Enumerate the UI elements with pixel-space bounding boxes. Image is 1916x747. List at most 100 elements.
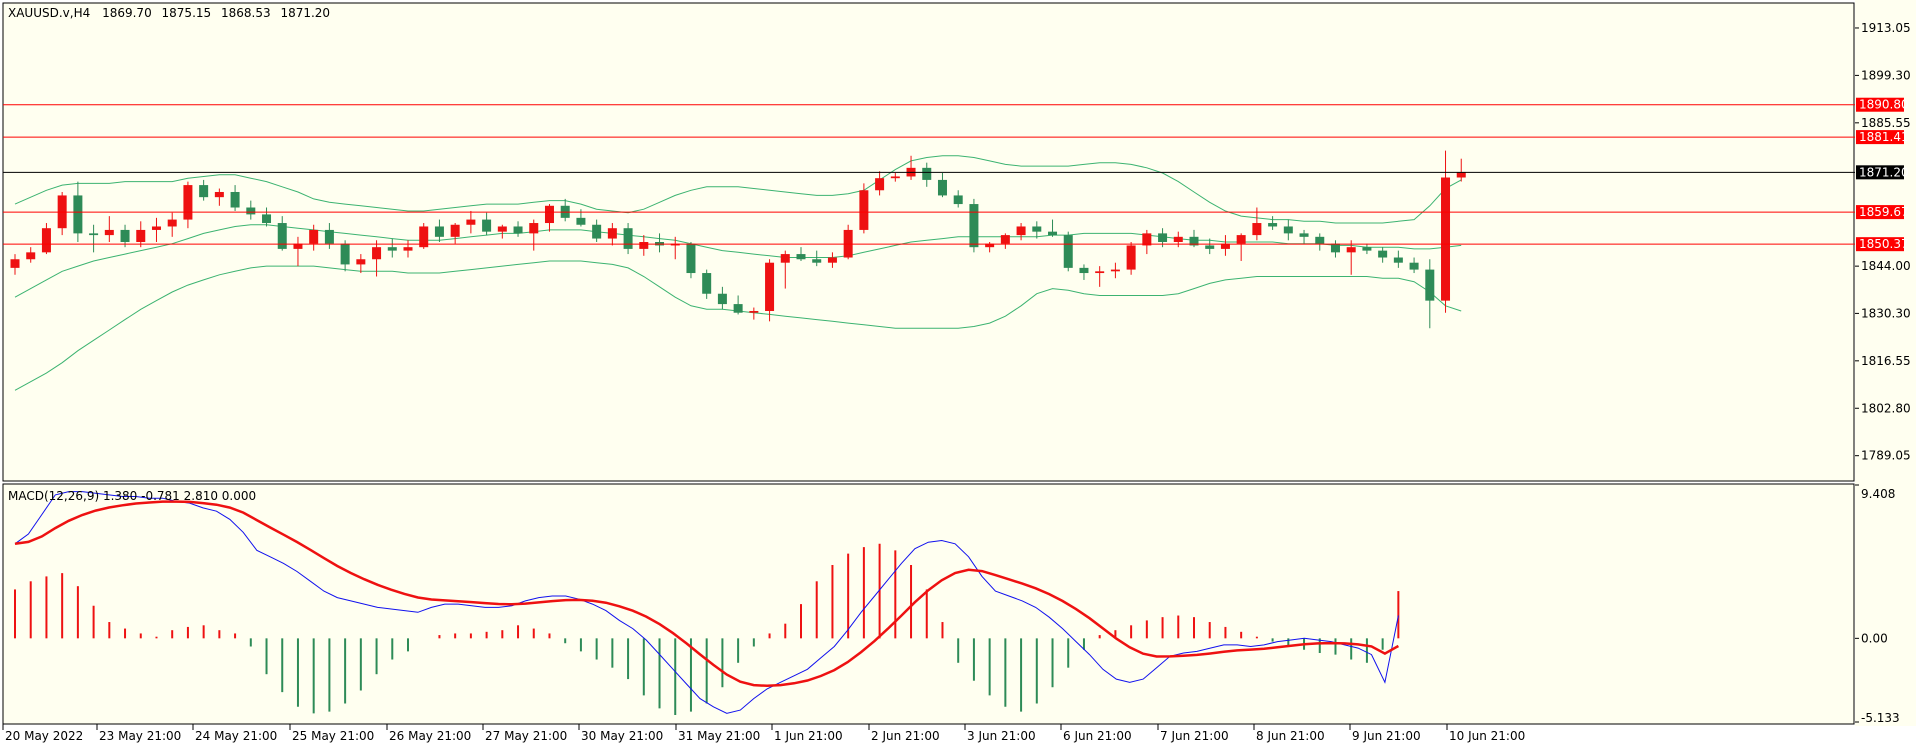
candle (1063, 231, 1073, 272)
candle (41, 223, 51, 255)
candle (969, 198, 979, 253)
candle (686, 242, 696, 279)
candle-body (324, 229, 334, 244)
price-tick-label: 1802.80 (1861, 401, 1911, 415)
time-tick-label: 27 May 21:00 (485, 729, 567, 743)
candle-body (749, 310, 759, 313)
candle (1330, 240, 1340, 258)
candle-body (497, 226, 507, 232)
candle-body (592, 224, 602, 239)
level-label: 1881.41 (1859, 130, 1909, 144)
candle (765, 259, 775, 322)
candle-body (812, 259, 822, 263)
candle (1205, 238, 1215, 255)
candle-body (10, 259, 20, 268)
macd-axis-ticks: 9.408 0.00 -5.133 (1855, 484, 1900, 725)
candle (1456, 158, 1466, 182)
price-tick-label: 1789.05 (1861, 449, 1911, 463)
candle-body (922, 167, 932, 180)
candle (859, 183, 869, 234)
candle-body (702, 273, 712, 294)
time-tick-label: 2 Jun 21:00 (871, 729, 940, 743)
candle (1268, 216, 1278, 230)
candle-body (686, 243, 696, 274)
macd-tick-label: 9.408 (1861, 487, 1895, 501)
candle (356, 254, 366, 274)
candle-body (1346, 247, 1356, 253)
candle-body (1126, 245, 1136, 270)
time-tick-label: 9 Jun 21:00 (1352, 729, 1421, 743)
candle (277, 216, 287, 251)
level-tag (1856, 97, 1904, 112)
candle-body (890, 176, 900, 179)
candle-body (1095, 271, 1105, 274)
candle (1032, 221, 1042, 239)
time-tick-label: 1 Jun 21:00 (774, 729, 843, 743)
candle (1299, 229, 1309, 244)
candle (702, 269, 712, 299)
candle-body (356, 259, 366, 265)
price-tick-label: 1913.05 (1861, 21, 1911, 35)
price-tick-label: 1844.00 (1861, 259, 1911, 273)
macd-tick-label: -5.133 (1861, 711, 1900, 725)
price-axis-ticks: 1913.05 1899.30 1885.55 1844.00 1830.30 1816.… (1855, 21, 1911, 463)
candle-body (1205, 245, 1215, 249)
time-tick-label: 8 Jun 21:00 (1256, 729, 1325, 743)
candle (607, 223, 617, 246)
candle (1425, 259, 1435, 329)
candle-body (214, 191, 224, 198)
macd-main-line (14, 491, 1399, 714)
candle-body (450, 224, 460, 237)
candle-body (796, 254, 806, 260)
candle (230, 185, 240, 211)
candle (450, 223, 460, 244)
candle (749, 307, 759, 320)
macd-panel[interactable] (2, 483, 1855, 725)
candle-body (89, 233, 99, 236)
candle (104, 216, 114, 242)
candle (937, 173, 947, 198)
candle (544, 204, 554, 232)
candle (434, 219, 444, 242)
time-tick-label: 7 Jun 21:00 (1160, 729, 1229, 743)
candle-body (120, 229, 130, 242)
candle (796, 247, 806, 261)
candle (890, 173, 900, 182)
candle (1095, 266, 1105, 287)
level-label: 1850.37 (1859, 237, 1909, 251)
candle (1126, 242, 1136, 275)
candle-body (576, 217, 586, 225)
candle-body (1330, 243, 1340, 253)
time-axis: 20 May 2022 23 May 21:00 24 May 21:00 25 Ma… (2, 724, 1525, 743)
band-upper (14, 155, 1462, 224)
candle-body (639, 242, 649, 249)
candle-body (529, 223, 539, 234)
candle-body (183, 185, 193, 220)
candle (1409, 257, 1419, 274)
macd-plot-layer (14, 491, 1400, 715)
level-label: 1890.80 (1859, 98, 1909, 112)
candle (1079, 264, 1089, 280)
candle (1378, 247, 1388, 263)
candle (1000, 233, 1010, 249)
candle (340, 240, 350, 272)
candle-body (1393, 257, 1403, 263)
current-price-label: 1871.20 (1859, 165, 1909, 179)
candle-body (73, 195, 83, 234)
horizontal-levels: 1890.80 1881.41 1859.67 1850.37 1871.20 (3, 97, 1909, 252)
candle (733, 295, 743, 315)
chart-header: XAUUSD.v,H4 1869.70 1875.15 1868.53 1871… (8, 6, 330, 20)
candle-body (780, 254, 790, 263)
candle-body (372, 247, 382, 260)
candle (639, 235, 649, 256)
candle (482, 212, 492, 236)
candle-body (293, 243, 303, 249)
price-tick-label: 1816.55 (1861, 354, 1911, 368)
candle (529, 219, 539, 251)
level-label: 1859.67 (1859, 205, 1909, 219)
candle-body (1409, 262, 1419, 270)
candle-body (230, 191, 240, 208)
macd-signal-line (14, 500, 1400, 688)
candle-body (136, 229, 146, 242)
